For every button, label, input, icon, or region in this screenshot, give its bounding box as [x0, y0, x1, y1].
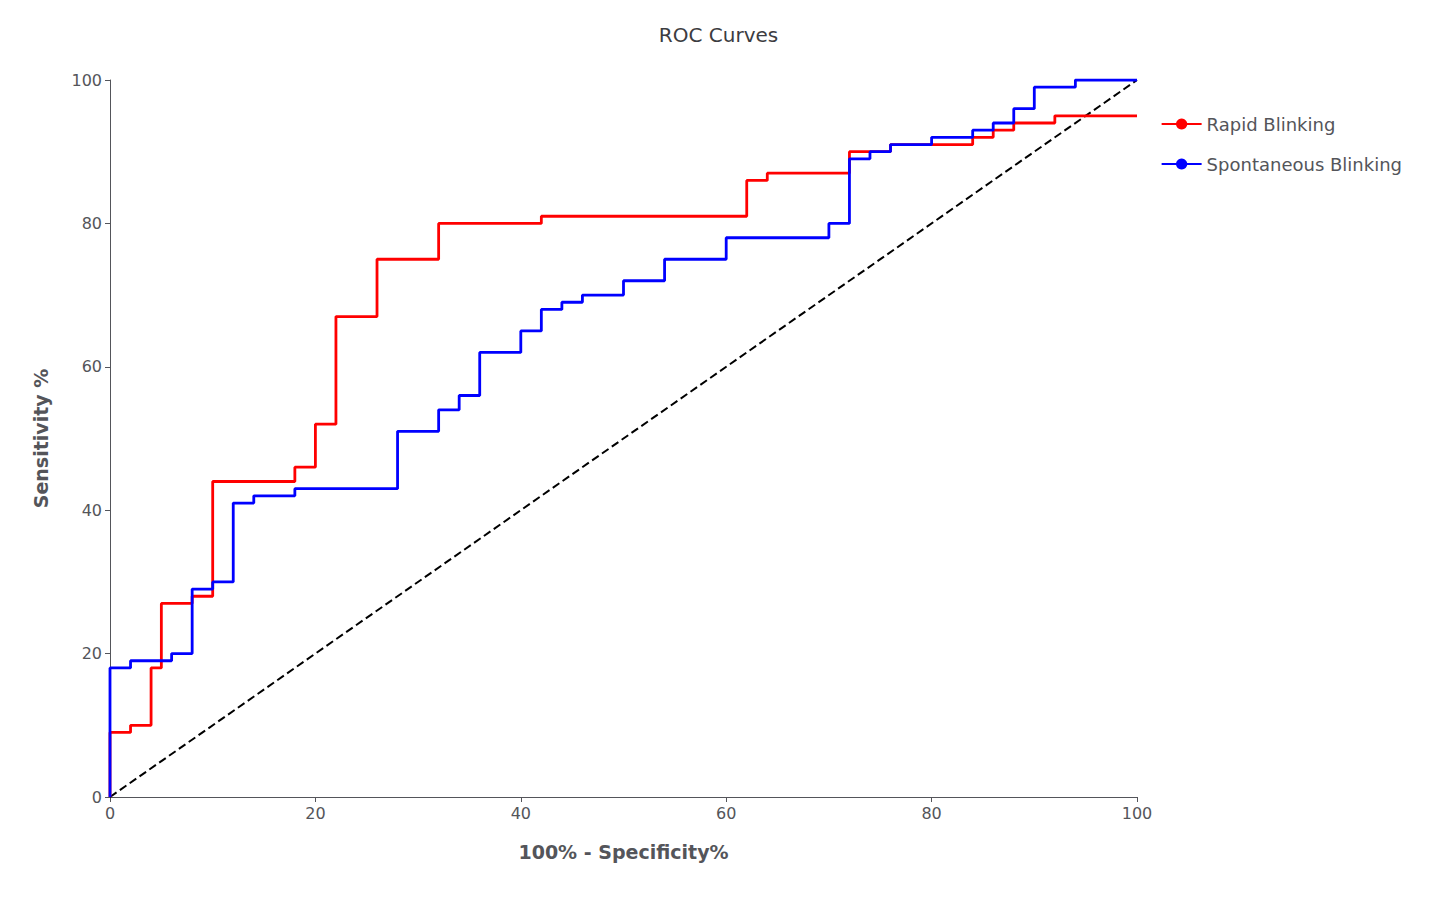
svg-text:100: 100: [71, 71, 102, 90]
svg-text:60: 60: [716, 804, 736, 823]
svg-text:Rapid Blinking: Rapid Blinking: [1207, 114, 1336, 135]
svg-text:Spontaneous Blinking: Spontaneous Blinking: [1207, 154, 1402, 175]
svg-text:20: 20: [82, 644, 102, 663]
svg-text:40: 40: [511, 804, 531, 823]
svg-text:0: 0: [92, 788, 102, 807]
svg-text:40: 40: [82, 501, 102, 520]
svg-text:80: 80: [82, 214, 102, 233]
svg-text:Sensitivity %: Sensitivity %: [30, 369, 52, 509]
svg-text:0: 0: [105, 804, 115, 823]
svg-text:20: 20: [305, 804, 325, 823]
svg-text:60: 60: [82, 357, 102, 376]
svg-text:ROC Curves: ROC Curves: [659, 23, 778, 47]
svg-text:100% - Specificity%: 100% - Specificity%: [518, 841, 728, 863]
svg-text:80: 80: [921, 804, 941, 823]
svg-text:100: 100: [1122, 804, 1153, 823]
